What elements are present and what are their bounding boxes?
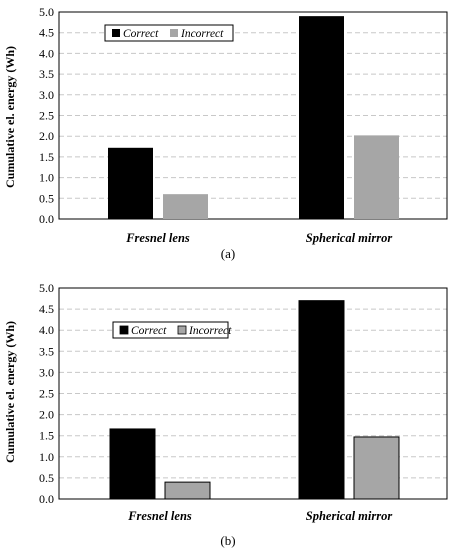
y-tick-label: 2.0 — [39, 408, 54, 422]
y-tick-label: 1.0 — [39, 450, 54, 464]
chart-panel-a: 0.0 0.5 1.0 1.5 2.0 2.5 3.0 3.5 4.0 4.5 5.0 Fresnel… — [3, 5, 448, 261]
legend-label-correct: Correct — [123, 28, 159, 40]
bar-correct-fresnel-lens — [108, 147, 153, 219]
legend-swatch-incorrect — [177, 325, 187, 335]
legend-swatch-incorrect — [170, 29, 178, 37]
category-label: Fresnel lens — [127, 509, 192, 523]
bar-correct-fresnel-lens — [109, 428, 156, 500]
category-label: Spherical mirror — [306, 509, 393, 523]
y-axis-label: Cumulative el. energy (Wh) — [3, 321, 17, 463]
plot-area — [58, 11, 448, 220]
legend: Correct Incorrect — [104, 24, 234, 42]
legend-label-incorrect: Incorrect — [188, 325, 232, 337]
y-tick-label: 4.5 — [39, 302, 54, 316]
y-tick-label: 2.0 — [39, 129, 54, 143]
y-tick-label: 3.0 — [39, 365, 54, 379]
bar-correct-spherical-mirror — [299, 16, 344, 219]
bar-incorrect-spherical-mirror — [354, 135, 399, 219]
y-tick-label: 5.0 — [39, 281, 54, 295]
legend-box — [112, 321, 229, 339]
y-tick-label: 3.0 — [39, 88, 54, 102]
y-tick-label: 0.0 — [39, 212, 54, 226]
y-tick-label: 3.5 — [39, 67, 54, 81]
plot-area — [58, 287, 448, 500]
y-tick-label: 3.5 — [39, 344, 54, 358]
legend-label-incorrect: Incorrect — [180, 28, 224, 40]
bar-incorrect-spherical-mirror — [353, 436, 400, 500]
y-tick-label: 0.5 — [39, 471, 54, 485]
y-axis-label: Cumulative el. energy (Wh) — [3, 46, 17, 188]
y-tick-label: 2.5 — [39, 109, 54, 123]
bar-incorrect-fresnel-lens — [163, 194, 208, 219]
y-tick-label: 1.5 — [39, 429, 54, 443]
legend-swatch-correct — [119, 325, 129, 335]
y-tick-label: 0.5 — [39, 191, 54, 205]
legend-label-correct: Correct — [131, 325, 167, 337]
panel-label: (a) — [221, 246, 235, 261]
y-tick-label: 5.0 — [39, 5, 54, 19]
y-tick-label: 4.0 — [39, 46, 54, 60]
chart-panel-b: 0.0 0.5 1.0 1.5 2.0 2.5 3.0 3.5 4.0 4.5 5.0 Fresnel… — [3, 281, 448, 548]
bar-incorrect-fresnel-lens — [164, 481, 211, 500]
y-tick-label: 4.5 — [39, 26, 54, 40]
y-tick-label: 1.0 — [39, 171, 54, 185]
legend-box — [104, 24, 234, 42]
legend-swatch-correct — [112, 29, 120, 37]
y-tick-label: 4.0 — [39, 323, 54, 337]
y-tick-label: 0.0 — [39, 492, 54, 506]
y-tick-label: 1.5 — [39, 150, 54, 164]
legend: Correct Incorrect — [112, 321, 232, 339]
category-label: Spherical mirror — [306, 231, 393, 245]
y-tick-label: 2.5 — [39, 387, 54, 401]
bar-correct-spherical-mirror — [298, 300, 345, 500]
panel-label: (b) — [220, 533, 235, 548]
category-label: Fresnel lens — [125, 231, 190, 245]
